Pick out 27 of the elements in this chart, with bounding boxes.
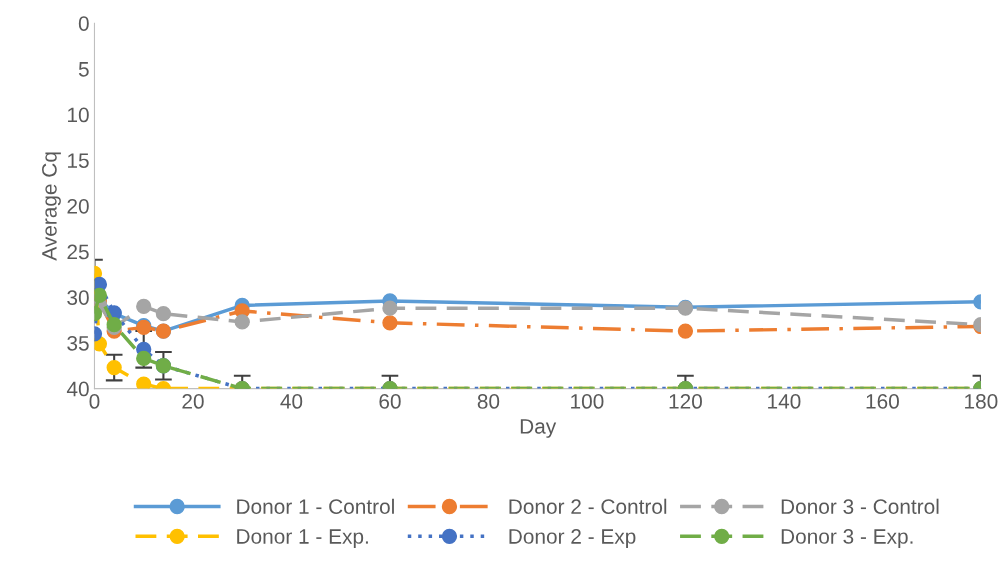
legend-label: Donor 2 - Exp [509, 529, 636, 548]
x-tick-label: 120 [669, 394, 702, 409]
x-tick-label: 80 [477, 394, 500, 409]
y-tick-label: 10 [68, 107, 89, 123]
legend-label: Donor 1 - Control [237, 498, 394, 514]
x-tick-label: 0 [89, 394, 100, 409]
y-tick-label: 5 [78, 62, 89, 77]
x-tick-label: 140 [768, 394, 801, 409]
y-tick-label: 40 [66, 381, 89, 397]
legend-label: Donor 3 - Exp. [781, 529, 913, 548]
y-tick-label: 20 [67, 198, 89, 214]
y-tick-label: 15 [68, 153, 89, 168]
y-tick-label: 30 [67, 290, 89, 305]
y-tick-label: 0 [78, 16, 89, 31]
x-tick-label: 60 [379, 394, 401, 409]
y-tick-label: 35 [67, 335, 89, 351]
x-axis-title: Day [520, 419, 557, 438]
x-tick-label: 20 [182, 394, 204, 409]
legend-label: Donor 3 - Control [781, 498, 939, 514]
legend-label: Donor 2 - Control [509, 498, 667, 514]
x-tick-label: 100 [571, 394, 604, 409]
x-tick-label: 160 [866, 394, 899, 409]
y-tick-label: 25 [67, 244, 89, 260]
x-tick-label: 40 [280, 394, 303, 409]
y-axis-title: Average Cq [42, 152, 61, 261]
x-tick-label: 180 [965, 394, 998, 409]
legend-label: Donor 1 - Exp. [237, 529, 368, 548]
